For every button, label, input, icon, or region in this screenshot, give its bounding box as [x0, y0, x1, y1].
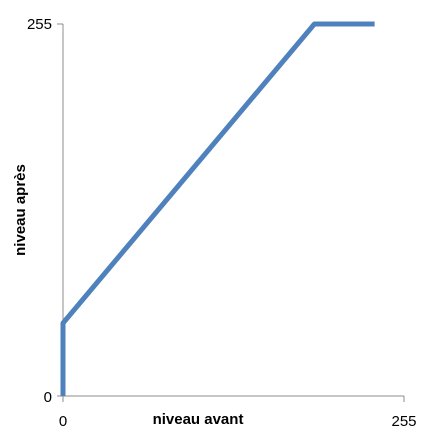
x-tick-label-right: 255 [391, 413, 416, 430]
series-line-0 [60, 21, 375, 396]
x-tick-label-left: 0 [59, 413, 67, 430]
series-layer [60, 21, 375, 396]
y-axis-title: niveau après [12, 164, 29, 256]
y-tick-label-bottom: 0 [44, 389, 52, 406]
x-axis-title: niveau avant [153, 411, 244, 428]
y-tick-label-top: 255 [27, 16, 52, 33]
